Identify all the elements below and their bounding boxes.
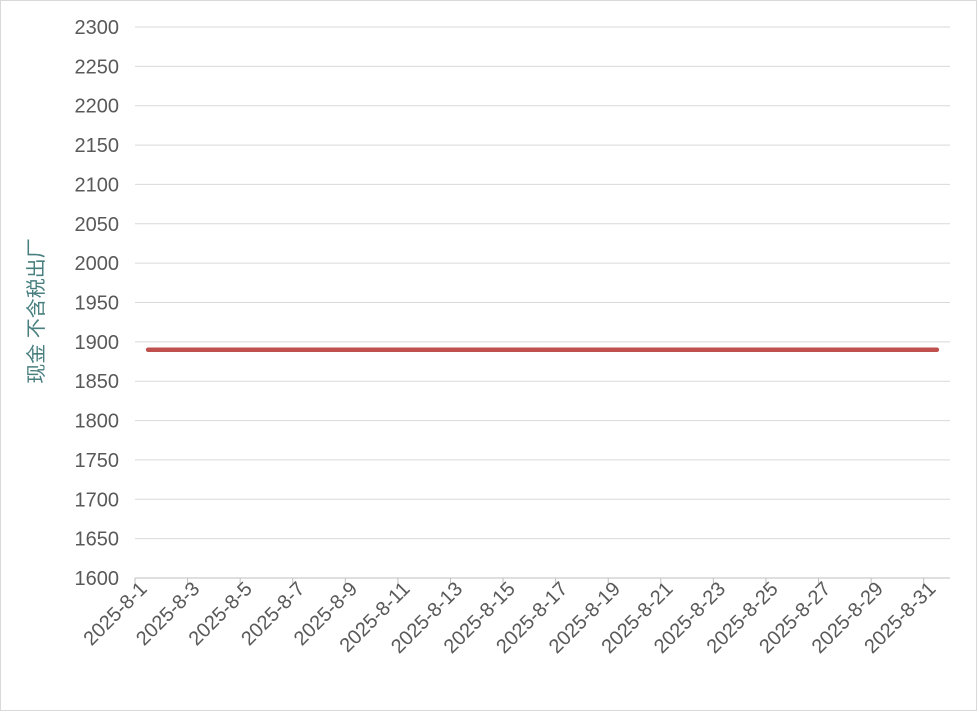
y-tick-label: 2250 bbox=[75, 56, 120, 78]
data-point bbox=[830, 348, 834, 352]
data-point bbox=[514, 348, 518, 352]
y-tick-label: 1800 bbox=[75, 411, 120, 433]
data-point bbox=[278, 348, 282, 352]
y-tick-label: 1850 bbox=[75, 371, 120, 393]
data-point bbox=[882, 348, 886, 352]
y-tick-label: 2100 bbox=[75, 174, 120, 196]
data-point bbox=[672, 348, 676, 352]
data-point bbox=[330, 348, 334, 352]
y-tick-label: 1650 bbox=[75, 529, 120, 551]
data-point bbox=[593, 348, 597, 352]
data-point bbox=[935, 348, 939, 352]
data-point bbox=[356, 348, 360, 352]
data-point bbox=[172, 348, 176, 352]
data-point bbox=[909, 348, 913, 352]
y-tick-label: 2150 bbox=[75, 135, 120, 157]
data-point bbox=[383, 348, 387, 352]
data-point bbox=[803, 348, 807, 352]
data-point bbox=[646, 348, 650, 352]
y-axis-label: 现金 不含税出厂 bbox=[25, 238, 48, 384]
y-tick-label: 1900 bbox=[75, 332, 120, 354]
data-point bbox=[856, 348, 860, 352]
data-point bbox=[146, 348, 150, 352]
data-point bbox=[304, 348, 308, 352]
data-point bbox=[251, 348, 255, 352]
y-tick-label: 1600 bbox=[75, 568, 120, 590]
y-tick-label: 2000 bbox=[75, 253, 120, 275]
data-point bbox=[435, 348, 439, 352]
data-point bbox=[409, 348, 413, 352]
data-point bbox=[751, 348, 755, 352]
data-point bbox=[488, 348, 492, 352]
y-tick-label: 1750 bbox=[75, 450, 120, 472]
y-tick-label: 2200 bbox=[75, 96, 120, 118]
y-tick-label: 2300 bbox=[75, 17, 120, 39]
data-point bbox=[567, 348, 571, 352]
data-point bbox=[619, 348, 623, 352]
data-point bbox=[777, 348, 781, 352]
data-point bbox=[698, 348, 702, 352]
data-point bbox=[541, 348, 544, 352]
data-point bbox=[725, 348, 729, 352]
data-point bbox=[225, 348, 229, 352]
data-point bbox=[199, 348, 203, 352]
y-tick-label: 2050 bbox=[75, 214, 120, 236]
y-tick-label: 1700 bbox=[75, 489, 120, 511]
data-point bbox=[462, 348, 466, 352]
y-tick-label: 1950 bbox=[75, 293, 120, 315]
